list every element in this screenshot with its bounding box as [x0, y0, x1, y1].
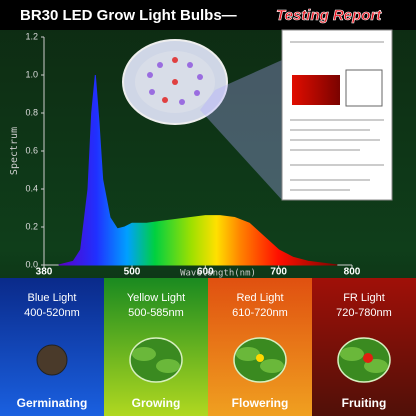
title: BR30 LED Grow Light Bulbs— — [20, 7, 237, 24]
plant-leaf — [132, 347, 156, 361]
x-tick-label: 600 — [197, 267, 214, 278]
band-range: 720-780nm — [336, 307, 392, 319]
plot: 0.0 0.2 0.4 0.6 0.8 1.0 1.2 380 500 600 700 800 Spec… — [9, 31, 361, 278]
band-stage: Germinating — [17, 396, 88, 410]
band-name: Red Light — [236, 292, 283, 304]
y-tick-label: 1.2 — [25, 31, 38, 41]
y-tick-label: 0.6 — [25, 145, 38, 155]
y-tick-label: 1.0 — [25, 69, 38, 79]
report-spectrum — [292, 75, 340, 105]
band-range: 500-585nm — [128, 307, 184, 319]
band-name: FR Light — [343, 292, 385, 304]
plant-leaf — [340, 347, 364, 361]
x-tick-label: 800 — [344, 267, 361, 278]
title-bar — [0, 0, 416, 30]
plant-leaf — [236, 347, 260, 361]
band-name: Yellow Light — [127, 292, 185, 304]
x-tick-label: 700 — [270, 267, 287, 278]
bulb-leds — [147, 57, 203, 105]
title-highlight: Testing Report — [276, 7, 382, 24]
bands: Blue Light 400-520nm Germinating Yellow Lig… — [0, 278, 416, 416]
y-tick-label: 0.2 — [25, 221, 38, 231]
y-tick-label: 0.8 — [25, 107, 38, 117]
beam — [200, 60, 282, 200]
fruit — [363, 353, 373, 363]
band-stage: Growing — [132, 396, 181, 410]
plant-leaf — [260, 359, 284, 373]
y-tick-label: 0.0 — [25, 259, 38, 269]
band-stage: Fruiting — [342, 396, 387, 410]
band-name: Blue Light — [28, 292, 77, 304]
plant-image — [129, 337, 183, 383]
seed-image — [36, 344, 68, 376]
plant-leaf — [156, 359, 180, 373]
band-range: 400-520nm — [24, 307, 80, 319]
y-axis-label: Spectrum — [9, 127, 20, 175]
report-lines — [290, 41, 384, 191]
x-tick-label: 380 — [36, 267, 53, 278]
band-stage: Flowering — [232, 396, 289, 410]
band-range: 610-720nm — [232, 307, 288, 319]
x-tick-label: 500 — [124, 267, 141, 278]
report-diagram — [345, 69, 383, 107]
report-image — [281, 29, 393, 201]
y-tick-label: 0.4 — [25, 183, 38, 193]
spectrum-area — [58, 74, 338, 266]
x-axis-label: Wavelength(nm) — [180, 269, 256, 279]
flower — [256, 354, 264, 362]
